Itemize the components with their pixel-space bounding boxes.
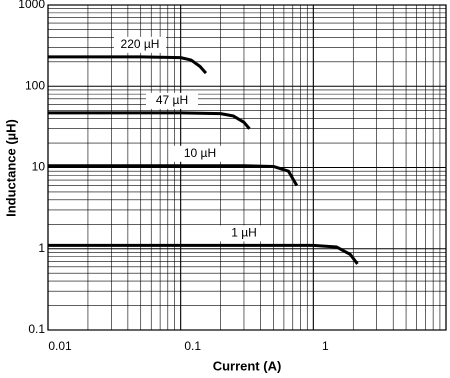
curve — [48, 164, 299, 187]
curve-label-bg — [174, 145, 226, 162]
y-axis-title: Inductance (µH) — [3, 119, 18, 217]
curve-label: 47 µH — [156, 93, 188, 107]
y-tick-label: 1000 — [18, 0, 45, 11]
curve — [48, 55, 208, 75]
curve-label: 10 µH — [184, 146, 216, 160]
y-tick-label: 1 — [38, 241, 45, 255]
plot-frame — [47, 4, 447, 331]
curve-label-bg — [146, 92, 198, 109]
curve-label-bg — [114, 36, 166, 53]
y-tick-label: 10 — [32, 160, 46, 174]
y-tick-label: 100 — [25, 78, 45, 92]
curve-label-bg — [218, 225, 270, 242]
x-tick-label: 1 — [322, 339, 329, 353]
x-tick-label: 0.1 — [184, 339, 201, 353]
curve — [48, 243, 359, 265]
curve-label: 1 µH — [231, 226, 257, 240]
y-tick-label: 0.1 — [28, 322, 45, 336]
x-tick-label: 0.01 — [48, 339, 72, 353]
x-axis-title: Current (A) — [213, 358, 282, 373]
curve-label: 220 µH — [121, 37, 160, 51]
curve — [48, 111, 251, 130]
